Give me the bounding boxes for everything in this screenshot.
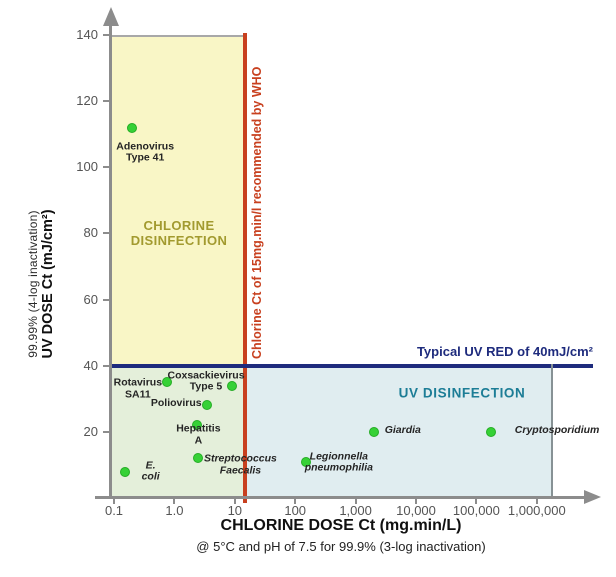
x-tick-mark [475,499,478,504]
y-tick-label: 60 [83,291,98,307]
data-point-label: Hepatitis A [176,422,221,447]
y-tick-mark [103,166,109,169]
y-axis-title-line2: UV DOSE Ct (mJ/cm²) [40,209,56,359]
y-tick-label: 120 [76,93,98,109]
y-tick-mark [103,100,109,103]
data-point-label: Rotavirus SA11 [113,376,163,401]
y-tick-mark [103,364,109,367]
data-point-label: Legionnella pneumophilia [304,449,373,474]
data-point-label: Poliovirus [150,397,202,410]
x-tick-mark [233,499,236,504]
y-axis-title-line1: 99.99% (4-log inactivation) [26,210,40,358]
x-tick-label: 10 [227,503,243,518]
y-tick-mark [103,430,109,433]
x-tick-mark [173,499,176,504]
typical-uv-red-line [110,363,593,368]
y-tick-label: 140 [76,27,98,42]
y-axis-title: 99.99% (4-log inactivation) UV DOSE Ct (… [26,129,62,439]
data-point-label: Streptococcus Faecalis [203,452,277,477]
y-axis-arrow-icon [103,7,119,26]
region-chlorine-and-uv-zone [112,365,246,496]
region-chlorine-disinfection [112,35,246,366]
x-tick-mark [113,499,115,504]
x-tick-label: 1,000,000 [507,503,566,518]
chlorine-disinfection-region-label: CHLORINE DISINFECTION [130,218,228,248]
data-point-label: Coxsackievirus Type 5 [167,368,245,393]
x-tick-mark [415,499,417,504]
x-tick-label: 1,000 [339,503,372,518]
y-tick-mark [103,232,109,235]
data-point-label: Adenovirus Type 41 [116,139,175,164]
region-uv-disinfection [245,365,552,496]
x-tick-mark [294,499,297,504]
data-point-giardia [368,426,379,437]
y-axis-line [109,24,112,499]
x-tick-mark [354,499,357,504]
who-chlorine-ct-line [243,33,248,503]
x-tick-label: 0.1 [104,503,124,518]
x-tick-label: 100,000 [452,503,500,518]
x-tick-mark [535,499,538,504]
typical-uv-red-line-label: Typical UV RED of 40mJ/cm² [416,344,593,359]
x-axis-arrow-icon [584,490,601,504]
data-point-poliovirus [202,400,213,411]
data-point-legionnella-pneumophilia [300,456,311,467]
who-chlorine-ct-line-label: Chlorine Ct of 15mg.min/l recommended by… [250,66,264,359]
x-tick-label: 100 [284,503,307,518]
y-tick-label: 40 [83,357,98,373]
y-tick-mark [103,34,109,36]
data-point-streptococcus-faecalis [193,453,204,464]
data-point-e-coli [119,466,130,477]
y-tick-label: 100 [76,159,98,175]
data-point-label: Cryptosporidium [514,423,600,436]
data-point-cryptosporidium [486,426,497,437]
x-axis-subtitle: @ 5°C and pH of 7.5 for 99.9% (3-log ina… [196,539,486,554]
data-point-rotavirus-sa11 [161,377,172,388]
y-tick-label: 20 [83,423,98,439]
x-axis-title: CHLORINE DOSE Ct (mg.min/L) [220,517,462,534]
data-point-label: E. coli [141,458,160,483]
data-point-label: Giardia [384,423,421,436]
y-tick-mark [103,298,109,301]
uv-disinfection-region-label: UV DISINFECTION [398,385,526,401]
uv-region-right-edge [551,364,553,497]
data-point-adenovirus-type-41 [127,122,138,133]
x-tick-label: 10,000 [396,503,436,518]
y-tick-label: 80 [83,225,98,241]
x-tick-label: 1.0 [165,503,184,518]
data-point-coxsackievirus-type-5 [227,380,238,391]
data-point-hepatitis-a [192,420,203,431]
x-axis-line [95,496,587,499]
